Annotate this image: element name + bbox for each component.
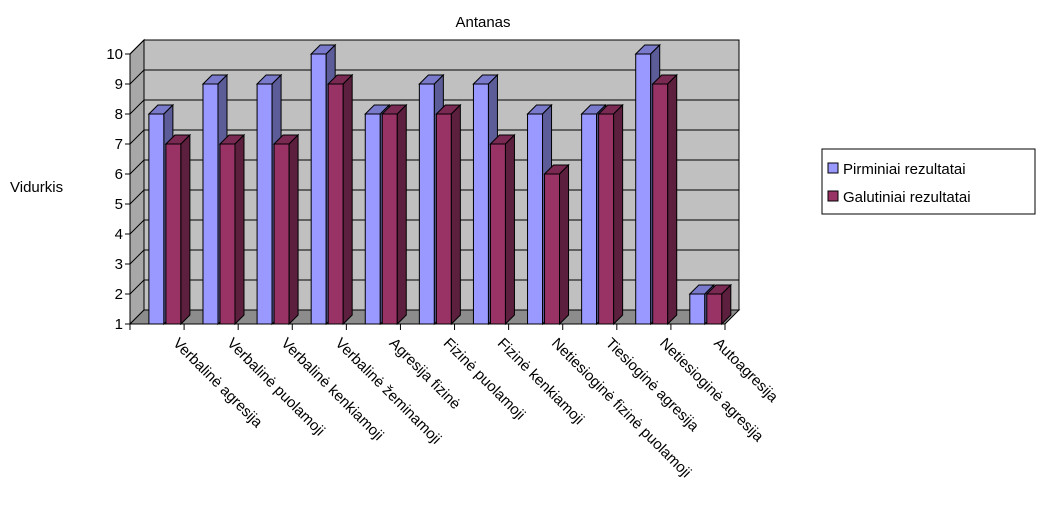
bar-galutiniai bbox=[218, 133, 246, 326]
bar-galutiniai bbox=[164, 133, 192, 326]
y-tick-label: 1 bbox=[115, 316, 123, 333]
x-tick-label: Verbalinė puolamoji bbox=[223, 335, 328, 440]
y-axis-label: Vidurkis bbox=[10, 179, 63, 196]
y-tick-label: 6 bbox=[115, 166, 123, 183]
x-tick-label: Verbalinė kenkiamoji bbox=[278, 335, 387, 444]
gridline bbox=[129, 39, 739, 55]
legend-swatch bbox=[827, 162, 839, 174]
bar-galutiniai bbox=[489, 133, 516, 326]
gridline bbox=[129, 99, 739, 115]
bar-galutiniai bbox=[651, 73, 678, 326]
y-tick-label: 2 bbox=[115, 286, 123, 303]
bar-galutiniai bbox=[435, 103, 462, 326]
bar-galutiniai bbox=[272, 133, 300, 326]
y-tick-label: 8 bbox=[115, 106, 123, 123]
legend: Pirminiai rezultatai Galutiniai rezultata… bbox=[821, 148, 1036, 215]
y-tick-label: 7 bbox=[115, 136, 123, 153]
bar-galutiniai bbox=[326, 73, 354, 326]
gridline bbox=[129, 69, 739, 85]
bar-galutiniai bbox=[543, 163, 570, 326]
x-tick-label: Verbalinė žeminamoji bbox=[332, 335, 445, 448]
legend-box bbox=[821, 148, 1036, 215]
y-tick-label: 4 bbox=[115, 226, 123, 243]
legend-swatch bbox=[827, 190, 839, 202]
legend-label: Galutiniai rezultatai bbox=[843, 189, 971, 206]
bar-galutiniai bbox=[597, 103, 624, 326]
y-tick-label: 5 bbox=[115, 196, 123, 213]
x-tick-label: Tiesioginė agresija bbox=[602, 335, 703, 436]
chart-title: Antanas bbox=[455, 14, 510, 31]
legend-label: Pirminiai rezultatai bbox=[843, 161, 966, 178]
bar-galutiniai bbox=[381, 103, 408, 326]
y-tick-label: 3 bbox=[115, 256, 123, 273]
x-tick-label: Netiesioginė agresija bbox=[656, 335, 767, 446]
y-tick-label: 9 bbox=[115, 76, 123, 93]
y-tick-label: 10 bbox=[106, 46, 123, 63]
x-tick-label: Verbalinė agresija bbox=[169, 335, 266, 432]
bar-galutiniai bbox=[705, 283, 733, 326]
